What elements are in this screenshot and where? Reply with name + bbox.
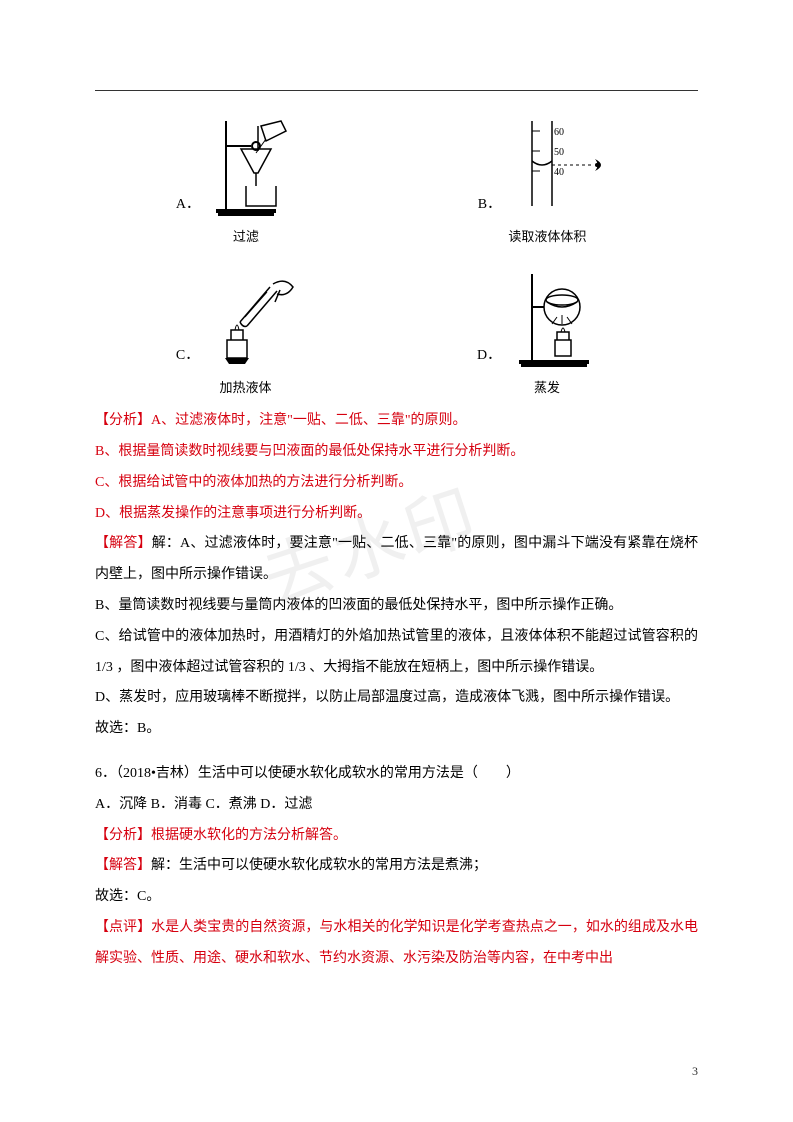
figure-row-1: A． 过 [95,111,698,252]
answer1-line3: C、给试管中的液体加热时，用酒精灯的外焰加热试管里的液体，且液体体积不能超过试管… [95,622,698,684]
figure-d: D． 蒸 [477,262,617,403]
answer1-line4: D、蒸发时，应用玻璃棒不断搅拌，以防止局部温度过高，造成液体飞溅，图中所示操作错… [95,683,698,714]
figure-d-letter: D． [477,341,501,372]
figure-a-letter: A． [176,190,200,221]
page-number: 3 [692,1058,698,1084]
answer2-line1: 【解答】解：生活中可以使硬水软化成软水的常用方法是煮沸； [95,851,698,882]
answer1-line1: 【解答】解：A、过滤液体时，要注意"一贴、二低、三靠"的原则，图中漏斗下端没有紧… [95,529,698,591]
figure-d-caption: 蒸发 [534,374,560,403]
tick-60: 60 [554,127,564,138]
analysis1-label: 【分析】 [95,413,151,428]
figure-c-caption: 加热液体 [220,374,272,403]
answer1-line5: 故选：B。 [95,714,698,745]
answer2-line2: 故选：C。 [95,882,698,913]
body-text: 【分析】A、过滤液体时，注意"一贴、二低、三靠"的原则。 B、根据量筒读数时视线… [95,406,698,974]
analysis2-label: 【分析】 [95,828,151,843]
figure-b: B． 60 50 40 [478,111,617,252]
spacer [95,745,698,759]
comment-label: 【点评】 [95,920,151,935]
tick-50: 50 [554,147,564,158]
figure-row-2: C． 加热液体 [95,262,698,403]
figure-c-letter: C． [176,341,199,372]
figure-b-letter: B． [478,190,501,221]
answer1-label: 【解答】 [95,536,152,551]
heating-diagram [205,262,315,372]
tick-40: 40 [554,167,564,178]
analysis1-line4: D、根据蒸发操作的注意事项进行分析判断。 [95,499,698,530]
page-root: 去水印 A． [0,0,793,1122]
figure-a-caption: 过滤 [233,223,259,252]
comment: 【点评】水是人类宝贵的自然资源，与水相关的化学知识是化学考查热点之一，如水的组成… [95,913,698,975]
analysis1-line1: 【分析】A、过滤液体时，注意"一贴、二低、三靠"的原则。 [95,406,698,437]
q6-stem: 6．（2018•吉林）生活中可以使硬水软化成软水的常用方法是（ ） [95,759,698,790]
filtration-diagram [206,111,316,221]
evaporation-diagram [507,262,617,372]
figure-c: C． 加热液体 [176,262,315,403]
q6-options: A．沉降 B．消毒 C．煮沸 D．过滤 [95,790,698,821]
figure-a: A． 过 [176,111,316,252]
analysis2: 【分析】根据硬水软化的方法分析解答。 [95,821,698,852]
figure-b-caption: 读取液体体积 [508,223,586,252]
analysis1-line3: C、根据给试管中的液体加热的方法进行分析判断。 [95,468,698,499]
analysis1-line2: B、根据量筒读数时视线要与凹液面的最低处保持水平进行分析判断。 [95,437,698,468]
answer1-line2: B、量筒读数时视线要与量筒内液体的凹液面的最低处保持水平，图中所示操作正确。 [95,591,698,622]
top-rule [95,90,698,91]
answer2-label: 【解答】 [95,858,151,873]
cylinder-diagram: 60 50 40 [507,111,617,221]
